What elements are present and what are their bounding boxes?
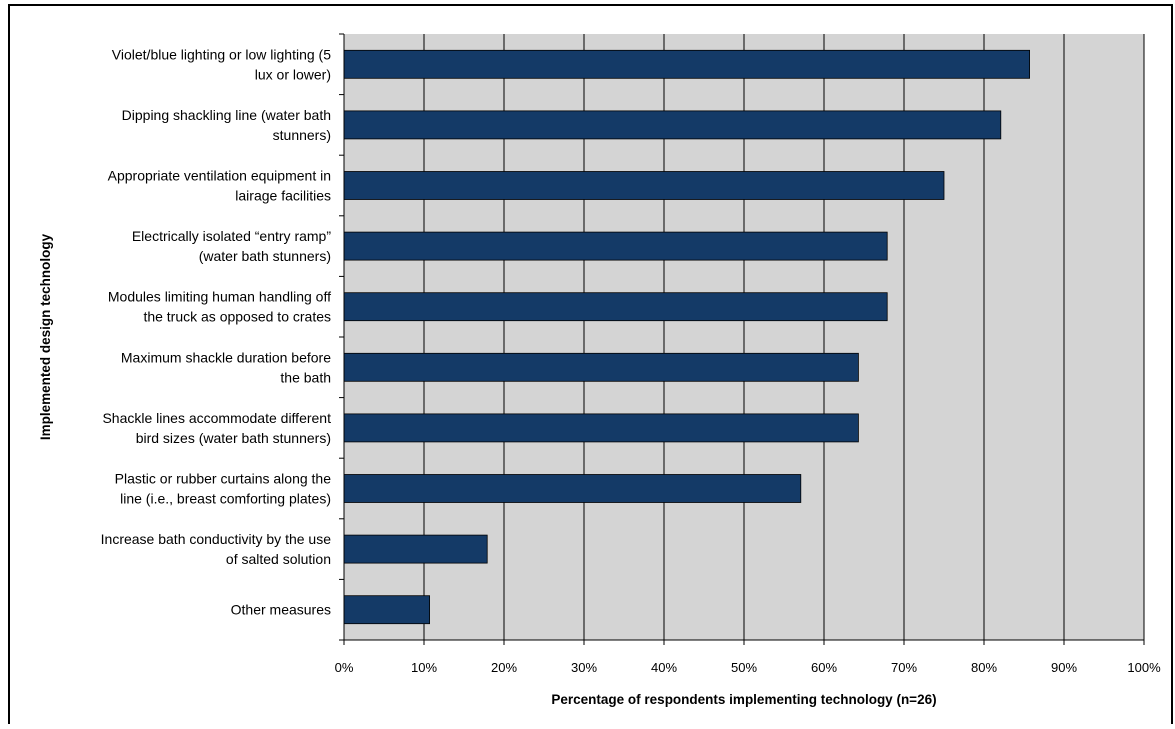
category-label: Violet/blue lighting or low lighting (5 l… (112, 46, 331, 82)
bar (343, 413, 859, 443)
category-label: Shackle lines accommodate different bird … (102, 410, 331, 446)
bar (343, 352, 859, 382)
x-tick-label: 90% (1051, 660, 1077, 675)
category-label-line: Plastic or rubber curtains along the (115, 471, 332, 487)
category-label-line: Shackle lines accommodate different (102, 410, 331, 426)
category-label: Maximum shackle duration before the bath (121, 349, 331, 385)
category-label-line: Violet/blue lighting or low lighting (5 (112, 46, 331, 62)
category-label: Dipping shackling line (water bath stunne… (122, 107, 331, 143)
category-label-line: Other measures (231, 602, 331, 618)
category-label: Other measures (231, 602, 331, 618)
x-tick-labels: 0% 10% 20% 30% 40% 50% 60% 70% 80% 90% 100% (335, 660, 1161, 675)
category-label: Electrically isolated “entry ramp” (water… (132, 228, 332, 264)
category-label-line: the bath (280, 369, 331, 385)
axes (339, 33, 1144, 641)
bar (343, 49, 1030, 79)
category-label-line: Modules limiting human handling off (108, 289, 331, 305)
category-label-line: Appropriate ventilation equipment in (108, 168, 331, 184)
x-tick-label: 70% (891, 660, 917, 675)
category-label-line: lairage facilities (235, 188, 331, 204)
category-label: Increase bath conductivity by the use of … (101, 531, 332, 567)
x-tick-label: 30% (571, 660, 597, 675)
bars (343, 49, 1030, 625)
category-label-line: lux or lower) (255, 66, 331, 82)
category-label-line: Increase bath conductivity by the use (101, 531, 332, 547)
x-tick-label: 50% (731, 660, 757, 675)
category-labels: Violet/blue lighting or low lighting (5 l… (101, 46, 332, 617)
x-tick-label: 100% (1127, 660, 1161, 675)
x-tick-label: 60% (811, 660, 837, 675)
category-label-line: line (i.e., breast comforting plates) (120, 491, 331, 507)
category-label-line: Dipping shackling line (water bath (122, 107, 331, 123)
x-tick-label: 80% (971, 660, 997, 675)
category-label-line: Electrically isolated “entry ramp” (132, 228, 332, 244)
y-axis-title: Implemented design technology (38, 233, 53, 440)
bar (343, 534, 488, 564)
category-label-line: of salted solution (226, 551, 331, 567)
bar (343, 292, 888, 322)
bar (343, 474, 802, 503)
bar (343, 171, 945, 200)
category-label-line: stunners) (273, 127, 331, 143)
x-tick-label: 20% (491, 660, 517, 675)
x-tick-label: 10% (411, 660, 437, 675)
bar (343, 595, 430, 625)
category-label-line: the truck as opposed to crates (143, 309, 331, 325)
category-label: Plastic or rubber curtains along the line… (115, 471, 332, 507)
category-label-line: bird sizes (water bath stunners) (136, 430, 331, 446)
category-label: Modules limiting human handling off the t… (108, 289, 331, 325)
bar (343, 110, 1002, 140)
chart-frame (8, 4, 1173, 724)
x-tick-label: 40% (651, 660, 677, 675)
category-label-line: (water bath stunners) (199, 248, 331, 264)
x-tick-label: 0% (335, 660, 354, 675)
category-label-line: Maximum shackle duration before (121, 349, 331, 365)
category-label: Appropriate ventilation equipment in lair… (108, 168, 331, 204)
bar (343, 231, 888, 261)
x-axis-title: Percentage of respondents implementing t… (551, 692, 936, 707)
